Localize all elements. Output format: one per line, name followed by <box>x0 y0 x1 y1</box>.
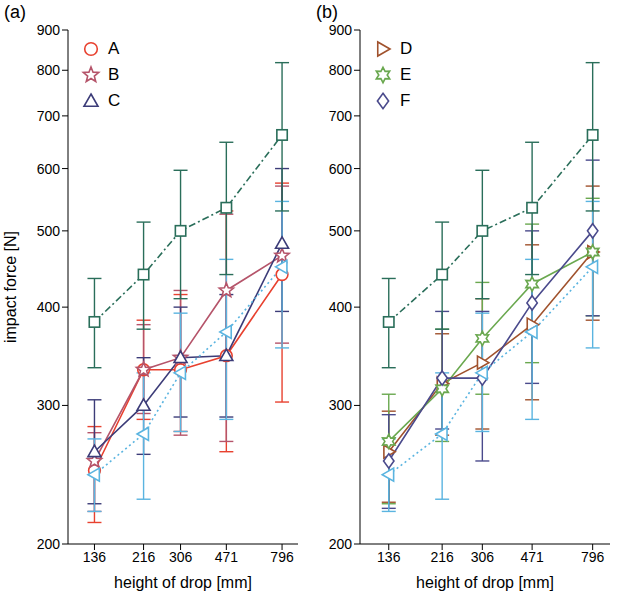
svg-text:700: 700 <box>329 108 353 124</box>
svg-text:height of drop [mm]: height of drop [mm] <box>416 574 554 591</box>
svg-text:471: 471 <box>520 549 544 565</box>
svg-text:400: 400 <box>37 299 61 315</box>
svg-text:216: 216 <box>132 549 156 565</box>
html-text:(a): (a) <box>4 2 26 22</box>
svg-text:900: 900 <box>37 22 61 38</box>
svg-text:216: 216 <box>430 549 454 565</box>
svg-text:800: 800 <box>37 62 61 78</box>
svg-text:300: 300 <box>329 397 353 413</box>
svg-text:500: 500 <box>37 223 61 239</box>
html-text:A: A <box>108 39 120 58</box>
html-text:F: F <box>400 91 411 110</box>
svg-text:306: 306 <box>169 549 193 565</box>
html-text:C: C <box>108 91 121 110</box>
svg-text:136: 136 <box>377 549 401 565</box>
svg-text:600: 600 <box>329 161 353 177</box>
svg-text:136: 136 <box>83 549 107 565</box>
svg-text:200: 200 <box>37 536 61 552</box>
html-text:D: D <box>400 39 413 58</box>
svg-text:600: 600 <box>37 161 61 177</box>
html-text:(b): (b) <box>316 2 338 22</box>
html-text:B: B <box>108 65 120 84</box>
svg-text:400: 400 <box>329 299 353 315</box>
svg-text:796: 796 <box>270 549 294 565</box>
svg-text:200: 200 <box>329 536 353 552</box>
svg-text:471: 471 <box>215 549 239 565</box>
svg-text:700: 700 <box>37 108 61 124</box>
html-text:E: E <box>400 65 412 84</box>
svg-text:impact force [N]: impact force [N] <box>2 231 19 343</box>
svg-text:796: 796 <box>581 549 605 565</box>
svg-text:900: 900 <box>329 22 353 38</box>
svg-text:500: 500 <box>329 223 353 239</box>
svg-text:306: 306 <box>471 549 495 565</box>
svg-text:800: 800 <box>329 62 353 78</box>
svg-text:height of drop [mm]: height of drop [mm] <box>114 574 252 591</box>
svg-text:300: 300 <box>37 397 61 413</box>
